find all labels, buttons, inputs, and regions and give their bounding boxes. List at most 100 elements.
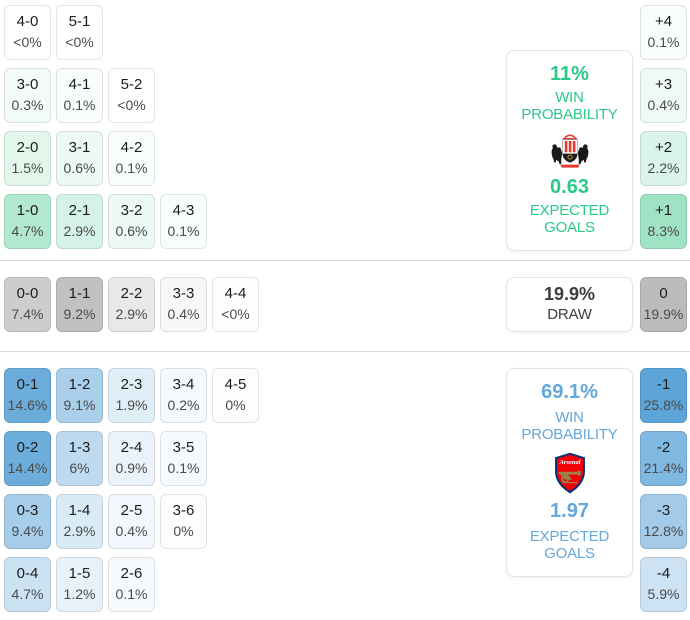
score-cell-value: 2-0: [16, 139, 39, 157]
score-cell: 5-1 <0%: [56, 5, 103, 60]
score-cell: 1-4 2.9%: [56, 494, 103, 549]
score-cell-probability: 4.7%: [11, 586, 44, 603]
score-cell-probability: 0.1%: [167, 460, 200, 477]
score-cell-probability: 0.6%: [63, 160, 96, 177]
away-goal-diff-column: -1 25.8% -2 21.4% -3 12.8% -4 5.9%: [640, 368, 687, 612]
score-cell-value: 2-6: [120, 565, 143, 583]
score-cell-probability: 0.1%: [115, 160, 148, 177]
score-cell-value: 2-2: [120, 285, 143, 303]
goal-diff-cell-value: -3: [656, 502, 671, 520]
goal-diff-cell-value: +3: [654, 76, 673, 94]
score-cell-value: 4-4: [224, 285, 247, 303]
score-cell-probability: 0.1%: [115, 586, 148, 603]
goal-diff-cell: -3 12.8%: [640, 494, 687, 549]
away-expected-goals-label: EXPECTED GOALS: [529, 527, 610, 563]
score-cell: 2-6 0.1%: [108, 557, 155, 612]
score-cell-probability: 0.9%: [115, 460, 148, 477]
score-cell: 2-4 0.9%: [108, 431, 155, 486]
section-divider: [0, 260, 690, 261]
score-cell-value: 3-1: [68, 139, 91, 157]
away-expected-goals-value: 1.97: [550, 500, 589, 523]
score-cell-value: 1-5: [68, 565, 91, 583]
score-cell-probability: 6%: [69, 460, 90, 477]
goal-diff-cell-probability: 19.9%: [643, 306, 684, 323]
goal-diff-cell: -4 5.9%: [640, 557, 687, 612]
score-cell-value: 3-2: [120, 202, 143, 220]
score-cell-value: 2-1: [68, 202, 91, 220]
score-cell-value: 1-3: [68, 439, 91, 457]
score-cell-value: 3-6: [172, 502, 195, 520]
score-cell-probability: 1.9%: [115, 397, 148, 414]
score-cell: 2-2 2.9%: [108, 277, 155, 332]
home-goal-diff-column: +4 0.1% +3 0.4% +2 2.2% +1 8.3%: [640, 5, 687, 249]
draw-probability-label: DRAW: [547, 306, 592, 324]
svg-text:Arsenal: Arsenal: [558, 458, 580, 465]
score-cell-value: 0-0: [16, 285, 39, 303]
score-cell-probability: 1.2%: [63, 586, 96, 603]
draw-score-row: 0-0 7.4% 1-1 9.2% 2-2 2.9% 3-3 0.4% 4-4 <0%: [4, 277, 259, 332]
score-cell-value: 3-0: [16, 76, 39, 94]
score-cell-probability: 9.1%: [63, 397, 96, 414]
away-score-row: 0-1 14.6% 1-2 9.1% 2-3 1.9% 3-4 0.2% 4-5 0%: [4, 368, 259, 423]
score-cell: 1-5 1.2%: [56, 557, 103, 612]
score-cell-value: 2-4: [120, 439, 143, 457]
goal-diff-cell-probability: 0.1%: [647, 34, 680, 51]
score-cell-probability: 0.3%: [11, 97, 44, 114]
home-score-row: 1-0 4.7% 2-1 2.9% 3-2 0.6% 4-3 0.1%: [4, 194, 207, 249]
score-cell-value: 0-2: [16, 439, 39, 457]
score-cell-probability: 14.6%: [7, 397, 48, 414]
score-cell: 1-0 4.7%: [4, 194, 51, 249]
goal-diff-cell-value: -1: [656, 376, 671, 394]
score-cell: 4-3 0.1%: [160, 194, 207, 249]
goal-diff-cell-probability: 8.3%: [647, 223, 680, 240]
home-score-row: 2-0 1.5% 3-1 0.6% 4-2 0.1%: [4, 131, 207, 186]
goal-diff-cell: -1 25.8%: [640, 368, 687, 423]
score-cell-probability: 0.1%: [63, 97, 96, 114]
score-cell: 2-1 2.9%: [56, 194, 103, 249]
goal-diff-cell-value: 0: [659, 285, 668, 303]
score-cell: 2-3 1.9%: [108, 368, 155, 423]
score-cell-probability: 9.4%: [11, 523, 44, 540]
score-cell: 3-6 0%: [160, 494, 207, 549]
score-cell: 4-5 0%: [212, 368, 259, 423]
goal-diff-cell: 0 19.9%: [640, 277, 687, 332]
home-win-probability-value: 11%: [550, 63, 589, 85]
score-cell-probability: 7.4%: [11, 306, 44, 323]
draw-goal-diff-column: 0 19.9%: [640, 277, 687, 332]
goal-diff-cell-value: -2: [656, 439, 671, 457]
score-cell: 0-1 14.6%: [4, 368, 51, 423]
goal-diff-cell-value: +1: [654, 202, 673, 220]
score-cell-probability: 2.9%: [63, 223, 96, 240]
score-cell-probability: 14.4%: [7, 460, 48, 477]
goal-diff-cell-probability: 12.8%: [643, 523, 684, 540]
score-cell: 2-0 1.5%: [4, 131, 51, 186]
score-cell-value: 3-4: [172, 376, 195, 394]
home-score-row: 3-0 0.3% 4-1 0.1% 5-2 <0%: [4, 68, 207, 123]
score-cell: 1-2 9.1%: [56, 368, 103, 423]
score-cell: 0-0 7.4%: [4, 277, 51, 332]
score-cell-probability: 9.2%: [63, 306, 96, 323]
score-cell: 0-2 14.4%: [4, 431, 51, 486]
score-cell-probability: 2.9%: [63, 523, 96, 540]
away-win-probability-value: 69.1%: [541, 381, 598, 403]
score-cell-probability: 0.4%: [115, 523, 148, 540]
score-cell-probability: 0.4%: [167, 306, 200, 323]
score-cell-probability: <0%: [221, 306, 250, 323]
goal-diff-cell: -2 21.4%: [640, 431, 687, 486]
arsenal-crest-icon: Arsenal: [549, 450, 591, 496]
score-cell-value: 2-5: [120, 502, 143, 520]
score-cell: 3-4 0.2%: [160, 368, 207, 423]
goal-diff-cell-probability: 5.9%: [647, 586, 680, 603]
score-cell: 4-4 <0%: [212, 277, 259, 332]
score-cell: 3-3 0.4%: [160, 277, 207, 332]
score-cell-probability: 0.6%: [115, 223, 148, 240]
goal-diff-cell-value: +4: [654, 13, 673, 31]
score-cell-value: 2-3: [120, 376, 143, 394]
score-cell: 4-0 <0%: [4, 5, 51, 60]
goal-diff-cell: +1 8.3%: [640, 194, 687, 249]
home-win-probability-label: WIN PROBABILITY: [521, 88, 618, 124]
away-win-panel: 69.1% WIN PROBABILITY Arsenal 1.97 EXPEC…: [506, 368, 633, 577]
score-cell-value: 3-3: [172, 285, 195, 303]
score-cell: 3-0 0.3%: [4, 68, 51, 123]
